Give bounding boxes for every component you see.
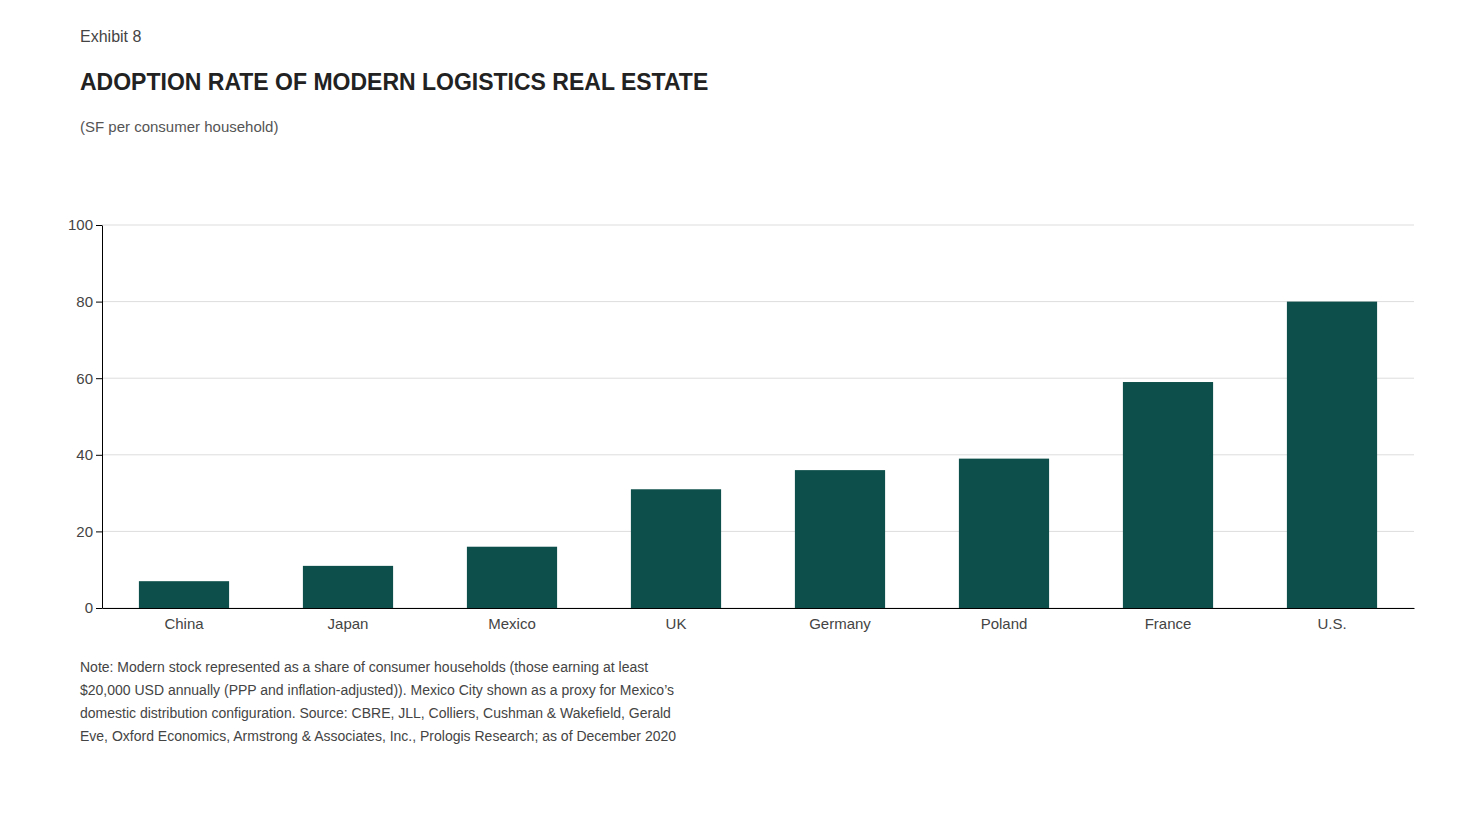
grid-line	[102, 608, 1414, 609]
y-tick-mark	[96, 302, 102, 303]
x-tick: UK	[666, 615, 687, 632]
grid-line	[102, 378, 1414, 379]
y-tick: 60	[76, 370, 102, 387]
note-line: Note: Modern stock represented as a shar…	[80, 659, 648, 675]
y-tick-label: 0	[85, 599, 93, 616]
title: ADOPTION RATE OF MODERN LOGISTICS REAL E…	[80, 69, 708, 95]
bar	[1123, 382, 1213, 608]
x-tick-label: China	[164, 615, 204, 632]
y-tick: 20	[76, 523, 102, 540]
x-tick-label: Poland	[981, 615, 1028, 632]
bar	[959, 459, 1049, 608]
note-line: domestic distribution configuration. Sou…	[80, 705, 671, 721]
grid	[102, 225, 1414, 608]
x-tick-label: Japan	[328, 615, 369, 632]
x-axis: China Japan Mexico UK Germany Poland France U.S…	[103, 609, 1415, 632]
y-tick: 0	[85, 599, 102, 616]
note: Note: Modern stock represented as a shar…	[80, 659, 676, 744]
x-tick: Poland	[981, 615, 1028, 632]
y-tick-label: 100	[68, 216, 93, 233]
note-line: $20,000 USD annually (PPP and inflation-…	[80, 682, 674, 698]
y-tick-mark	[96, 531, 102, 532]
x-tick: China	[164, 615, 204, 632]
bar	[795, 470, 885, 608]
y-axis: 0 20 40 60 80 100	[68, 216, 103, 616]
y-axis-line	[102, 226, 103, 609]
y-tick-mark	[96, 608, 102, 609]
y-tick-mark	[96, 378, 102, 379]
grid-line	[102, 301, 1414, 302]
bar	[303, 566, 393, 608]
y-tick-mark	[96, 455, 102, 456]
x-tick-label: UK	[666, 615, 687, 632]
bars	[139, 302, 1377, 608]
x-tick-label: U.S.	[1317, 615, 1346, 632]
x-tick-label: Mexico	[488, 615, 536, 632]
x-tick: U.S.	[1317, 615, 1346, 632]
subtitle: (SF per consumer household)	[80, 118, 278, 135]
y-tick: 40	[76, 446, 102, 463]
y-tick-label: 40	[76, 446, 93, 463]
x-tick-label: Germany	[809, 615, 871, 632]
y-tick-label: 80	[76, 293, 93, 310]
grid-line	[102, 454, 1414, 455]
bar	[631, 489, 721, 608]
y-tick-label: 20	[76, 523, 93, 540]
x-tick-label: France	[1145, 615, 1192, 632]
grid-line	[102, 225, 1414, 226]
y-tick-mark	[96, 225, 102, 226]
x-tick: Japan	[328, 615, 369, 632]
grid-line	[102, 531, 1414, 532]
chart: Exhibit 8 ADOPTION RATE OF MODERN LOGISTI…	[0, 0, 1458, 833]
x-tick: Mexico	[488, 615, 536, 632]
y-tick: 80	[76, 293, 102, 310]
y-tick: 100	[68, 216, 102, 233]
y-tick-label: 60	[76, 370, 93, 387]
bar	[1287, 302, 1377, 608]
bar	[139, 581, 229, 608]
note-line: Eve, Oxford Economics, Armstrong & Assoc…	[80, 728, 676, 744]
plot: 0 20 40 60 80 100 China Japan Mexico UK Germany Pol…	[68, 216, 1415, 631]
x-tick: Germany	[809, 615, 871, 632]
x-tick: France	[1145, 615, 1192, 632]
exhibit-label: Exhibit 8	[80, 28, 141, 45]
x-axis-line	[103, 608, 1415, 609]
bar	[467, 547, 557, 608]
